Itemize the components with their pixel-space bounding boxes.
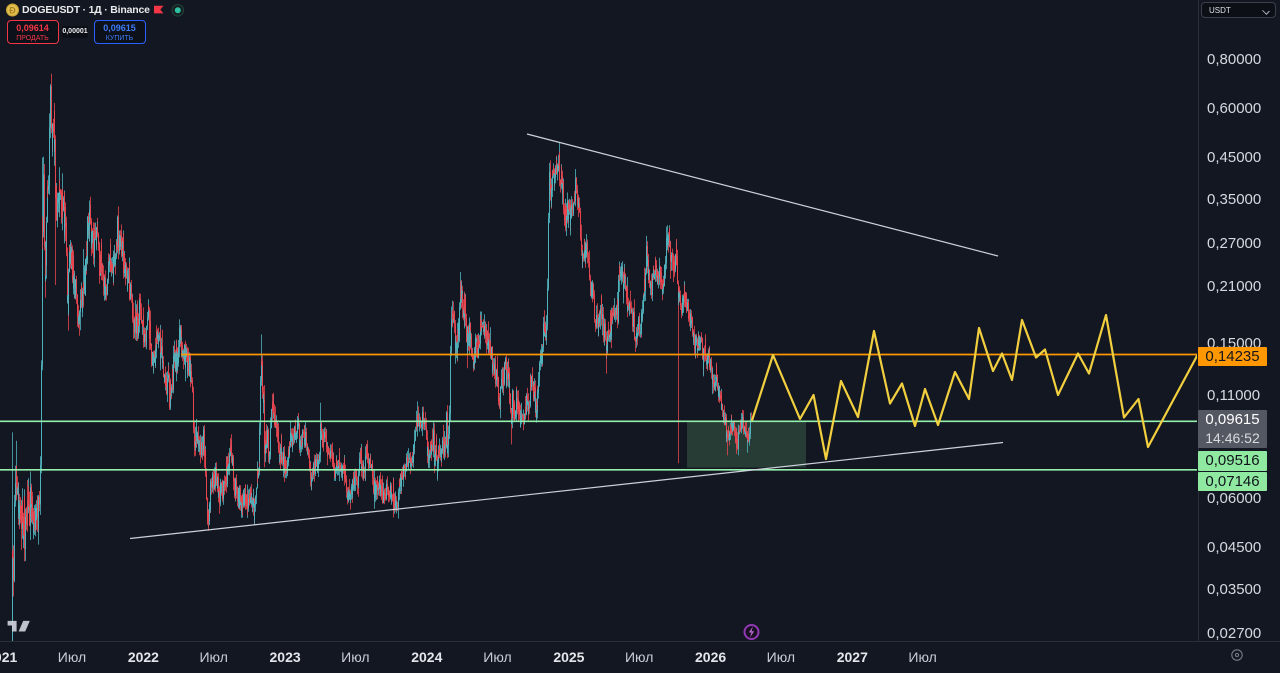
svg-text:Ð: Ð xyxy=(9,5,16,15)
